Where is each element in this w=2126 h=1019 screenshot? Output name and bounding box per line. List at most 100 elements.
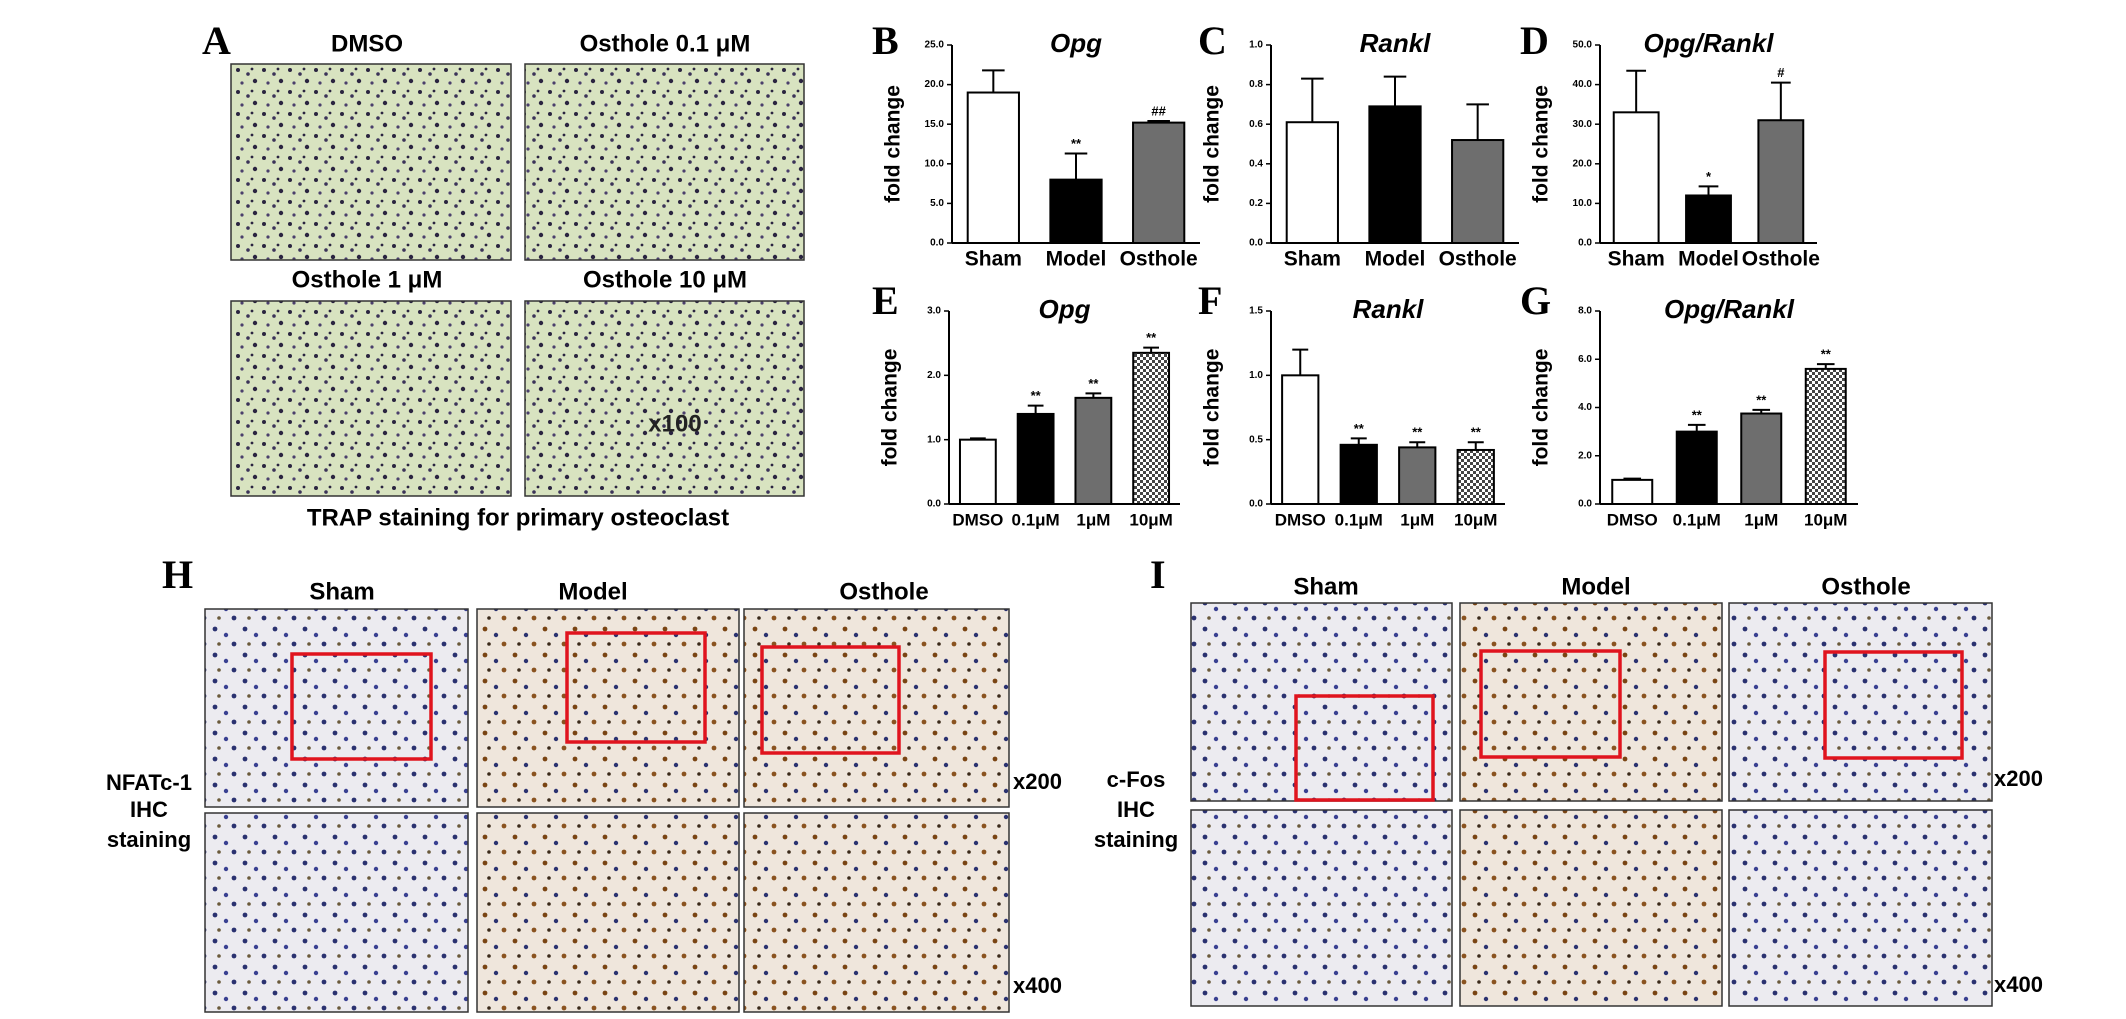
y-tick-label: 1.0 bbox=[927, 434, 941, 445]
error-bar bbox=[1292, 348, 1309, 376]
y-tick-label: 0.0 bbox=[927, 499, 941, 510]
x-tick-label: Model bbox=[1678, 248, 1739, 271]
y-tick-label: 25.0 bbox=[925, 40, 945, 51]
row-label: staining bbox=[107, 827, 191, 852]
roi-box bbox=[565, 631, 707, 744]
micrograph bbox=[230, 63, 512, 261]
error-bar bbox=[969, 437, 986, 440]
error-bar bbox=[1301, 77, 1324, 123]
y-tick-label: 30.0 bbox=[1573, 119, 1593, 130]
roi-box bbox=[1294, 694, 1435, 802]
y-tick-label: 2.0 bbox=[1578, 450, 1592, 461]
row-label: IHC bbox=[1117, 797, 1155, 822]
y-tick-label: 20.0 bbox=[925, 79, 945, 90]
chart-title: Opg/Rankl bbox=[1643, 28, 1774, 58]
significance-label: ** bbox=[1756, 392, 1767, 407]
significance-label: ** bbox=[1071, 136, 1082, 151]
column-title: Sham bbox=[309, 578, 374, 605]
significance-label: ** bbox=[1146, 330, 1157, 345]
micrograph bbox=[1459, 602, 1723, 802]
y-axis-label: fold change bbox=[1530, 349, 1553, 467]
panel-letter: C bbox=[1198, 18, 1227, 63]
micrograph bbox=[743, 608, 1010, 808]
error-bar bbox=[1147, 120, 1170, 123]
y-tick-label: 15.0 bbox=[925, 119, 945, 130]
y-tick-label: 0.0 bbox=[930, 238, 944, 249]
panel-letter: D bbox=[1520, 18, 1549, 63]
y-tick-label: 20.0 bbox=[1573, 158, 1593, 169]
photo-caption: Osthole 1 μM bbox=[292, 266, 443, 293]
error-bar bbox=[1085, 392, 1102, 398]
magnification: x400 bbox=[1013, 973, 1062, 998]
error-bar bbox=[1143, 346, 1159, 353]
bar bbox=[1612, 111, 1660, 244]
micrograph bbox=[1728, 602, 1993, 802]
x-tick-label: DMSO bbox=[1607, 510, 1658, 529]
roi-box bbox=[760, 645, 901, 755]
x-tick-label: 10μM bbox=[1129, 510, 1172, 529]
significance-label: ** bbox=[1692, 407, 1703, 422]
micrograph bbox=[524, 63, 805, 261]
x-tick-label: 0.1μM bbox=[1335, 510, 1383, 529]
y-tick-label: 1.5 bbox=[1249, 306, 1263, 317]
error-bar bbox=[1064, 152, 1088, 180]
x-tick-label: DMSO bbox=[952, 510, 1003, 529]
x-tick-label: Sham bbox=[1608, 248, 1665, 271]
y-axis-label: fold change bbox=[879, 349, 902, 467]
x-tick-label: 1μM bbox=[1744, 510, 1778, 529]
x-tick-label: Sham bbox=[1284, 248, 1341, 271]
y-tick-label: 5.0 bbox=[930, 198, 944, 209]
significance-label: * bbox=[1706, 169, 1712, 184]
column-title: Sham bbox=[1293, 573, 1358, 600]
magnification: x100 bbox=[648, 410, 701, 437]
y-tick-label: 0.0 bbox=[1249, 238, 1263, 249]
chart-title: Rankl bbox=[1353, 294, 1425, 324]
panel-letter: H bbox=[162, 552, 193, 597]
panel-letter: B bbox=[872, 18, 899, 63]
x-tick-label: Osthole bbox=[1120, 248, 1198, 271]
bar bbox=[1132, 121, 1186, 244]
y-tick-label: 0.6 bbox=[1249, 119, 1263, 130]
significance-label: ** bbox=[1088, 376, 1099, 391]
bar bbox=[1740, 412, 1783, 505]
column-title: Osthole bbox=[839, 578, 928, 605]
y-axis-label: fold change bbox=[882, 85, 905, 203]
bar bbox=[1339, 443, 1378, 505]
bar bbox=[966, 91, 1020, 244]
y-tick-label: 50.0 bbox=[1573, 40, 1593, 51]
significance-label: ** bbox=[1412, 425, 1423, 440]
error-bar bbox=[1687, 423, 1706, 432]
y-tick-label: 0.0 bbox=[1578, 499, 1592, 510]
error-bar bbox=[1752, 408, 1771, 414]
y-tick-label: 10.0 bbox=[1573, 198, 1593, 209]
y-axis-label: fold change bbox=[1201, 349, 1224, 467]
bar bbox=[1368, 105, 1422, 244]
micrograph bbox=[1459, 809, 1723, 1007]
y-tick-label: 4.0 bbox=[1578, 402, 1592, 413]
error-bar bbox=[1383, 75, 1407, 107]
chart-title: Opg bbox=[1050, 28, 1102, 58]
micrograph bbox=[476, 608, 740, 808]
significance-label: ** bbox=[1471, 425, 1482, 440]
error-bar bbox=[1816, 363, 1835, 369]
bar bbox=[958, 438, 997, 505]
y-tick-label: 1.0 bbox=[1249, 370, 1263, 381]
y-tick-label: 3.0 bbox=[927, 306, 941, 317]
x-tick-label: DMSO bbox=[1275, 510, 1326, 529]
bar bbox=[1285, 121, 1339, 244]
bar bbox=[1398, 446, 1437, 505]
magnification: x400 bbox=[1994, 972, 2043, 997]
y-tick-label: 0.4 bbox=[1249, 158, 1263, 169]
panel-letter: F bbox=[1198, 278, 1222, 323]
y-axis-label: fold change bbox=[1201, 85, 1224, 203]
roi-box bbox=[1479, 649, 1622, 759]
error-bar bbox=[1467, 441, 1484, 450]
micrograph bbox=[524, 300, 805, 497]
chart-title: Rankl bbox=[1360, 28, 1432, 58]
error-bar bbox=[1350, 437, 1367, 445]
y-tick-label: 0.0 bbox=[1249, 499, 1263, 510]
x-tick-label: 1μM bbox=[1400, 510, 1434, 529]
micrograph bbox=[1728, 809, 1993, 1007]
x-tick-label: Osthole bbox=[1439, 248, 1517, 271]
